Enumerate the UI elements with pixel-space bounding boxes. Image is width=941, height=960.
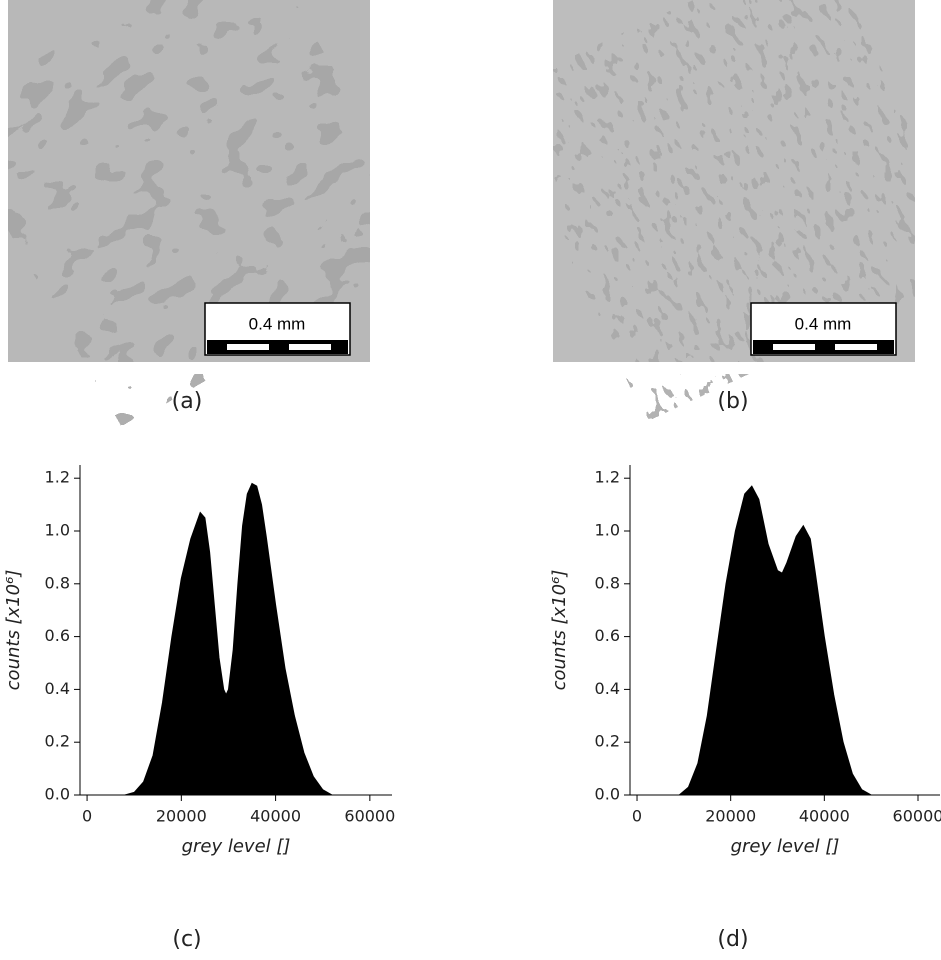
scale-label: 0.4 mm xyxy=(795,314,852,333)
y-tick-label: 0.2 xyxy=(595,732,620,751)
x-tick-label: 0 xyxy=(82,807,92,826)
x-tick-label: 60000 xyxy=(344,807,395,826)
x-tick-label: 60000 xyxy=(893,807,941,826)
caption: (a) xyxy=(172,389,203,414)
y-tick-label: 1.2 xyxy=(45,468,70,487)
x-tick-label: 40000 xyxy=(799,807,850,826)
y-tick-label: 0.8 xyxy=(595,573,620,592)
y-tick-label: 0.8 xyxy=(45,573,70,592)
scale-label: 0.4 mm xyxy=(249,314,306,333)
y-tick-label: 0.0 xyxy=(45,785,70,804)
y-axis-label: counts [x10⁶] xyxy=(549,570,570,691)
caption: (c) xyxy=(172,927,201,952)
x-axis-label: grey level [] xyxy=(182,836,291,857)
y-tick-label: 0.2 xyxy=(45,732,70,751)
x-tick-label: 40000 xyxy=(250,807,301,826)
x-tick-label: 0 xyxy=(632,807,642,826)
caption: (b) xyxy=(717,389,748,414)
y-axis-label: counts [x10⁶] xyxy=(3,570,24,691)
scale-bar: 0.4 mm xyxy=(204,302,351,356)
y-tick-label: 0.6 xyxy=(45,626,70,645)
y-tick-label: 1.0 xyxy=(595,521,620,540)
y-tick-label: 0.4 xyxy=(595,679,620,698)
area xyxy=(678,485,874,796)
y-tick-label: 0.6 xyxy=(595,626,620,645)
micrograph xyxy=(493,0,941,422)
caption: (d) xyxy=(717,927,748,952)
x-tick-label: 20000 xyxy=(705,807,756,826)
y-tick-label: 0.0 xyxy=(595,785,620,804)
x-axis-label: grey level [] xyxy=(731,836,840,857)
y-tick-label: 0.4 xyxy=(45,679,70,698)
x-tick-label: 20000 xyxy=(156,807,207,826)
y-tick-label: 1.2 xyxy=(595,468,620,487)
area xyxy=(124,482,333,796)
y-tick-label: 1.0 xyxy=(45,521,70,540)
scale-bar: 0.4 mm xyxy=(750,302,897,356)
